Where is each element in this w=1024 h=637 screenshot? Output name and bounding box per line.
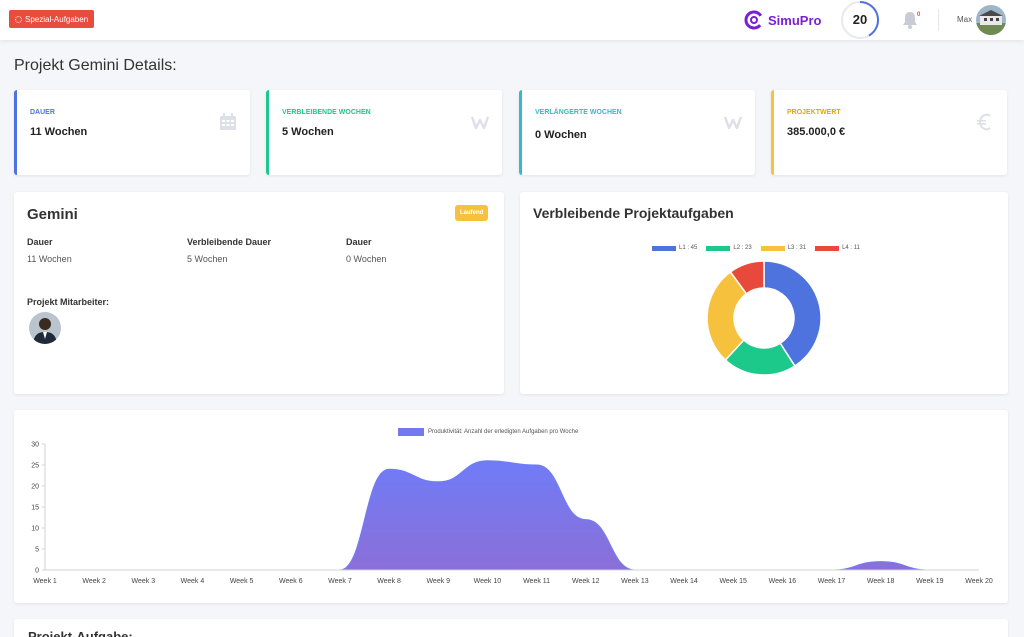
w-icon [723,116,743,130]
legend-label: L4 : 11 [842,245,860,251]
x-tick-label: Week 13 [621,578,649,585]
brand[interactable]: SimuPro [744,10,821,30]
x-tick-label: Week 1 [33,578,57,585]
series-area [45,460,979,570]
remaining-tasks-panel: Verbleibende Projektaufgaben L1 : 45 L2 … [520,192,1008,394]
x-tick-label: Week 7 [328,578,352,585]
legend-label: L2 : 23 [733,245,752,251]
tasks-section-panel [14,619,1008,637]
donut-slice-l4[interactable] [729,260,765,295]
x-tick-label: Week 19 [916,578,944,585]
legend-label: L3 : 31 [787,245,807,251]
y-tick-label: 30 [31,442,39,449]
employee-avatar[interactable] [29,312,61,344]
tasks-section-title: Projekt-Aufgabe: [28,629,133,637]
remaining-tasks-title: Verbleibende Projektaufgaben [533,205,734,221]
user-name[interactable]: Max [957,15,973,24]
column-value: 0 Wochen [346,254,387,264]
x-tick-label: Week 15 [719,578,747,585]
column-value: 5 Wochen [187,254,228,264]
legend-item-l1[interactable]: L1 : 45 [652,245,697,251]
stat-value: 385.000,0 € [787,126,846,138]
y-tick-label: 5 [35,547,39,554]
column-value: 11 Wochen [27,254,72,264]
stat-card-extended-weeks: VERLÄNGERTE WOCHEN 0 Wochen [519,90,755,175]
x-tick-label: Week 5 [230,578,254,585]
column-header: Verbleibende Dauer [187,237,272,247]
x-tick-label: Week 3 [132,578,156,585]
legend-item-l4[interactable]: L4 : 11 [815,245,860,251]
legend-item-l2[interactable]: L2 : 23 [706,245,752,251]
area-legend-label: Produktivität: Anzahl der erledigten Auf… [428,429,579,435]
y-tick-label: 25 [31,463,39,470]
donut-legend: L1 : 45 L2 : 23 L3 : 31 L4 : 11 [652,245,860,251]
brand-name: SimuPro [768,12,822,28]
simupro-logo-icon [744,10,764,30]
spinner-icon [15,15,22,23]
y-tick-label: 0 [35,568,39,575]
x-tick-label: Week 17 [818,578,846,585]
legend-swatch [398,428,424,436]
status-badge: Laufend [455,205,489,221]
legend-label: L1 : 45 [679,245,698,251]
y-tick-label: 10 [31,526,39,533]
project-panel: Gemini Laufend Dauer 11 Wochen Verbleibe… [14,192,504,394]
column-header: Dauer [27,237,53,247]
notification-badge: 0 [917,12,921,18]
stat-label: VERBLEIBENDE WOCHEN [282,109,371,116]
x-tick-label: Week 14 [670,578,698,585]
special-tasks-button[interactable]: Spezial-Aufgaben [9,10,95,28]
stat-value: 11 Wochen [30,126,88,138]
productivity-panel: Produktivität: Anzahl der erledigten Auf… [14,410,1008,603]
stat-value: 5 Wochen [282,126,334,138]
user-avatar[interactable] [976,5,1006,35]
calendar-icon [220,113,236,130]
stat-label: PROJEKTWERT [787,109,841,116]
w-icon [470,116,490,130]
legend-item-l3[interactable]: L3 : 31 [760,245,807,251]
x-tick-label: Week 11 [523,578,550,585]
x-tick-label: Week 8 [377,578,401,585]
x-tick-label: Week 2 [82,578,106,585]
stat-card-remaining-weeks: VERBLEIBENDE WOCHEN 5 Wochen [266,90,502,175]
euro-icon [977,113,991,131]
project-name: Gemini [27,206,78,223]
x-tick-label: Week 16 [769,578,797,585]
y-tick-label: 20 [31,484,39,491]
x-tick-label: Week 6 [279,578,303,585]
column-header: Dauer [346,237,372,247]
donut-chart [706,260,822,376]
special-tasks-label: Spezial-Aufgaben [25,14,89,24]
x-tick-label: Week 20 [965,578,993,585]
header-divider [938,9,939,31]
stat-card-project-value: PROJEKTWERT 385.000,0 € [771,90,1007,175]
x-tick-label: Week 4 [181,578,205,585]
stat-label: VERLÄNGERTE WOCHEN [535,109,622,116]
donut-slice-l3[interactable] [706,270,748,362]
area-legend[interactable]: Produktivität: Anzahl der erledigten Auf… [398,428,578,436]
x-tick-label: Week 12 [572,578,600,585]
x-tick-label: Week 18 [867,578,895,585]
donut-slice-l1[interactable] [763,260,822,367]
productivity-chart: 0 5 10 15 20 25 30 Week 1 Week 2 Week 3 Week 4 Week… [31,442,993,586]
employees-label: Projekt Mitarbeiter: [27,297,110,307]
bell-icon[interactable] [901,10,919,30]
page-title: Projekt Gemini Details: [14,57,177,74]
y-tick-label: 15 [31,505,39,512]
stat-card-duration: DAUER 11 Wochen [14,90,250,175]
x-tick-label: Week 9 [426,578,450,585]
score-value: 20 [852,12,868,27]
stat-value: 0 Wochen [535,129,587,141]
top-bar: Spezial-Aufgaben SimuPro 20 0 Max [0,0,1024,40]
x-tick-label: Week 10 [474,578,502,585]
stat-label: DAUER [30,109,55,116]
score-ring [841,1,879,39]
